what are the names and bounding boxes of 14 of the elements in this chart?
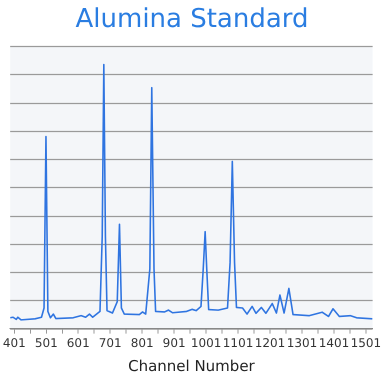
x-tick-label: 801 bbox=[130, 336, 154, 350]
x-tick-label: 501 bbox=[34, 336, 58, 350]
x-tick-label: 1101 bbox=[222, 336, 254, 350]
x-tick-label: 1501 bbox=[350, 336, 382, 350]
x-tick-label: 1401 bbox=[318, 336, 350, 350]
x-tick-label: 901 bbox=[162, 336, 186, 350]
x-axis-title: Channel Number bbox=[128, 356, 256, 375]
x-tick-label: 1001 bbox=[190, 336, 222, 350]
chart-title: Alumina Standard bbox=[74, 4, 310, 34]
x-tick-label: 401 bbox=[2, 336, 26, 350]
x-tick-label: 1301 bbox=[286, 336, 318, 350]
x-tick-label: 601 bbox=[66, 336, 90, 350]
x-tick-label: 1201 bbox=[254, 336, 286, 350]
x-tick-label: 701 bbox=[98, 336, 122, 350]
